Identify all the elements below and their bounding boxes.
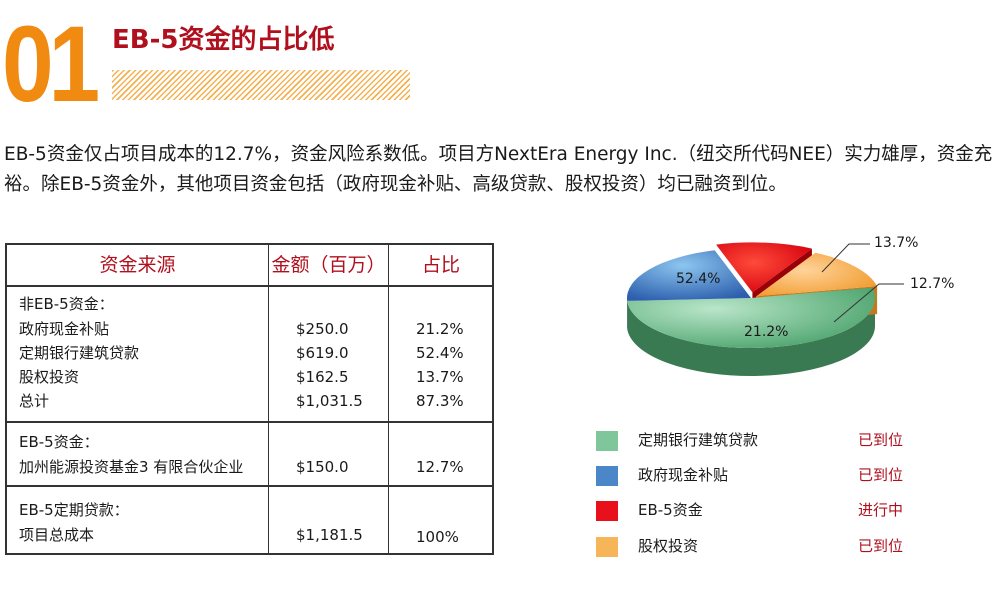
column-divider (268, 245, 269, 553)
row-amount: $1,031.5 (296, 392, 363, 410)
pie-slice (755, 252, 878, 297)
leader-line (833, 283, 904, 323)
funding-pie-chart: 52.4% 21.2% 12.7% 13.7% (627, 235, 954, 376)
legend-status: 已到位 (858, 537, 904, 555)
row-label: 加州能源投资基金3 有限合伙企业 (19, 458, 244, 476)
section-heading: EB-5资金： (19, 433, 99, 451)
legend-label: 定期银行建筑贷款 (638, 431, 759, 449)
row-label: 股权投资 (19, 368, 80, 386)
legend-label: EB-5资金 (638, 501, 703, 519)
section-title: EB-5资金的占比低 (112, 25, 335, 55)
row-amount: $1,181.5 (296, 526, 363, 544)
row-label: 定期银行建筑贷款 (19, 344, 140, 362)
row-amount: $619.0 (296, 344, 349, 362)
row-amount: $150.0 (296, 458, 349, 476)
leader-line (821, 243, 870, 273)
legend-swatch (596, 431, 618, 451)
column-divider (388, 245, 389, 553)
legend-swatch (596, 501, 618, 521)
section-number: 01 (2, 3, 100, 124)
legend-label: 政府现金补贴 (638, 466, 729, 484)
legend-item: EB-5资金 进行中 (596, 498, 1008, 522)
section-divider (7, 421, 492, 423)
pie-data-label: 12.7% (910, 276, 954, 292)
pie-data-label: 52.4% (676, 271, 720, 287)
row-label: 项目总成本 (19, 526, 95, 544)
row-label: 总计 (19, 392, 50, 410)
row-amount: $162.5 (296, 368, 349, 386)
legend-swatch (596, 466, 618, 486)
legend-status: 进行中 (858, 501, 904, 519)
legend-status: 已到位 (858, 431, 904, 449)
section-heading: EB-5定期贷款： (19, 501, 129, 519)
legend-item: 定期银行建筑贷款 已到位 (596, 428, 1008, 452)
row-label: 政府现金补贴 (19, 320, 110, 338)
pie-data-label: 21.2% (744, 324, 788, 340)
funding-table: 资金来源 金额（百万） 占比 非EB-5资金： 政府现金补贴 $250.0 21… (5, 243, 494, 555)
row-percent: 21.2% (416, 320, 464, 338)
pie-slice (716, 242, 812, 293)
column-header-source: 资金来源 (99, 254, 176, 276)
pie-slice (627, 250, 751, 301)
section-divider (7, 485, 492, 487)
title-underline-decoration (112, 70, 410, 100)
legend-swatch (596, 537, 618, 557)
table-header-row (7, 245, 492, 287)
section-heading: 非EB-5资金： (19, 295, 114, 313)
column-header-percent: 占比 (421, 254, 460, 276)
pie-slice (627, 287, 875, 349)
column-header-amount: 金额（百万） (271, 254, 386, 276)
row-percent: 100% (416, 528, 459, 546)
legend-status: 已到位 (858, 466, 904, 484)
pie-data-label: 13.7% (874, 235, 918, 251)
legend-item: 股权投资 已到位 (596, 534, 1008, 558)
row-percent: 12.7% (416, 458, 464, 476)
row-percent: 87.3% (416, 392, 464, 410)
pie-slice-side (627, 298, 875, 376)
legend-item: 政府现金补贴 已到位 (596, 463, 1008, 487)
row-amount: $250.0 (296, 320, 349, 338)
legend-label: 股权投资 (638, 537, 699, 555)
intro-paragraph: EB-5资金仅占项目成本的12.7%，资金风险系数低。项目方NextEra En… (4, 144, 993, 195)
row-percent: 52.4% (416, 344, 464, 362)
row-percent: 13.7% (416, 368, 464, 386)
